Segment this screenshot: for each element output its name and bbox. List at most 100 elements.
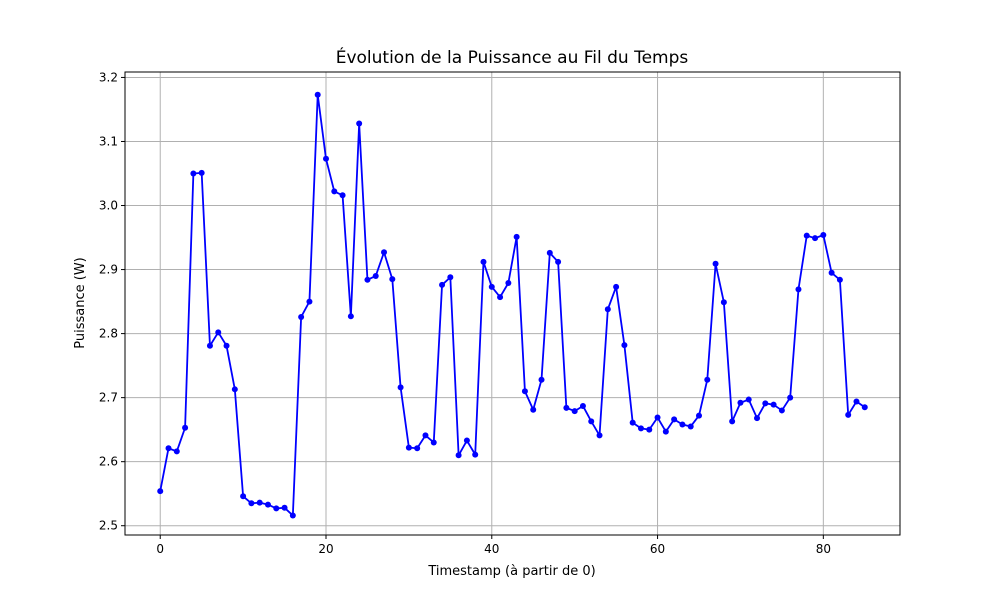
x-tick-label: 80: [816, 542, 831, 556]
data-point: [687, 423, 694, 430]
data-point: [745, 396, 752, 403]
data-point: [795, 286, 802, 293]
data-point: [439, 281, 446, 288]
data-point: [588, 418, 595, 425]
data-point: [157, 488, 164, 495]
data-point: [729, 418, 736, 425]
data-point: [579, 402, 586, 409]
data-point: [182, 424, 189, 431]
data-point: [613, 283, 620, 290]
data-point: [281, 504, 288, 511]
data-point: [621, 342, 628, 349]
data-point: [231, 386, 238, 393]
data-point: [754, 415, 761, 422]
data-point: [629, 419, 636, 426]
data-point: [538, 376, 545, 383]
y-axis-label: Puissance (W): [73, 257, 88, 349]
data-point: [314, 91, 321, 98]
data-point: [347, 313, 354, 320]
chart-title: Évolution de la Puissance au Fil du Temp…: [336, 46, 689, 68]
data-point: [679, 421, 686, 428]
data-point: [364, 276, 371, 283]
data-point: [223, 342, 230, 349]
data-point: [712, 260, 719, 267]
data-point: [845, 411, 852, 418]
data-point: [455, 452, 462, 459]
x-tick-label: 20: [318, 542, 333, 556]
data-point: [521, 388, 528, 395]
data-point: [563, 404, 570, 411]
x-tick-label: 40: [484, 542, 499, 556]
data-point: [828, 269, 835, 276]
data-point: [323, 155, 329, 162]
data-point: [803, 232, 810, 239]
y-tick-label: 2.6: [99, 455, 118, 469]
data-point: [571, 408, 578, 415]
data-point: [339, 192, 346, 199]
data-point: [165, 445, 172, 452]
data-point: [198, 169, 205, 176]
data-point: [422, 432, 429, 439]
data-point: [530, 406, 537, 413]
data-point: [704, 376, 711, 383]
data-point: [248, 500, 255, 507]
data-point: [488, 283, 495, 290]
data-point: [430, 439, 437, 446]
data-point: [264, 501, 271, 508]
y-tick-label: 3.1: [99, 134, 118, 148]
series-layer: [157, 91, 868, 519]
data-point: [497, 294, 504, 301]
data-point: [206, 342, 213, 349]
data-point: [472, 451, 479, 458]
data-point: [463, 437, 470, 444]
data-point: [737, 399, 744, 406]
data-point: [256, 499, 263, 506]
y-tick-label: 3.0: [99, 199, 118, 213]
data-point: [853, 398, 860, 405]
data-point: [289, 512, 296, 519]
data-point: [637, 425, 644, 432]
data-point: [513, 233, 520, 240]
data-point: [372, 272, 379, 279]
data-point: [331, 188, 338, 195]
data-point: [240, 493, 247, 500]
y-tick-label: 2.9: [99, 263, 118, 277]
data-point: [190, 170, 197, 177]
data-point: [778, 407, 785, 414]
data-point: [546, 249, 553, 256]
y-tick-label: 2.7: [99, 391, 118, 405]
data-point: [173, 448, 180, 455]
data-point: [356, 120, 363, 127]
data-point: [480, 258, 487, 265]
data-point: [397, 384, 404, 391]
data-point: [720, 299, 727, 306]
y-tick-label: 2.5: [99, 519, 118, 533]
data-point: [762, 400, 769, 407]
data-point: [381, 249, 388, 256]
x-tick-label: 60: [650, 542, 665, 556]
data-point: [696, 412, 702, 419]
data-point: [306, 298, 313, 305]
data-point: [820, 231, 827, 238]
data-point: [273, 505, 280, 512]
data-point: [555, 258, 562, 265]
data-point: [787, 394, 794, 401]
y-tick-label: 3.2: [99, 70, 118, 84]
grid-layer: [125, 72, 900, 535]
data-point: [505, 280, 512, 287]
data-point: [405, 444, 412, 451]
data-point: [604, 306, 611, 313]
data-point: [298, 313, 305, 320]
data-point: [389, 276, 396, 283]
x-tick-label: 0: [156, 542, 164, 556]
tick-layer: 0 20 40 60 80 2.5 2.6 2.7 2.8 2.9 3.0 3.1 3.2: [99, 70, 831, 556]
data-point: [414, 445, 421, 452]
data-point: [646, 426, 653, 433]
data-point: [447, 274, 454, 281]
data-point: [671, 416, 678, 423]
data-point: [654, 414, 661, 421]
y-tick-label: 2.8: [99, 327, 118, 341]
plot-area-frame: [124, 71, 901, 536]
